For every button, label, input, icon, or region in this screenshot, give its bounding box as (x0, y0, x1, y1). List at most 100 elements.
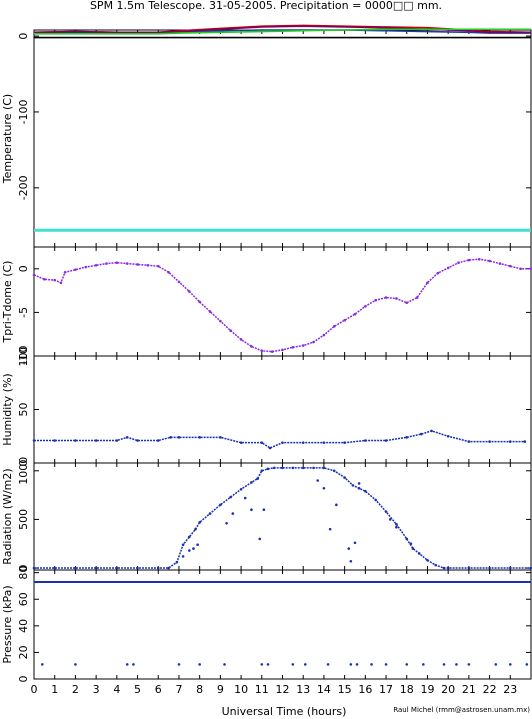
pressure-data-point (494, 663, 498, 666)
radiation-data-point (258, 537, 262, 541)
tdiff-data-point (270, 350, 274, 353)
radiation-data-point (53, 566, 57, 570)
pressure-data-point (74, 663, 77, 666)
x-tick-label: 14 (317, 683, 331, 696)
x-tick-label: 22 (483, 683, 497, 696)
humidity-data-point (446, 434, 450, 438)
radiation-data-point (364, 489, 367, 493)
tdiff-data-point (405, 301, 409, 305)
x-tick-label: 20 (441, 683, 455, 696)
radiation-data-point (188, 535, 191, 539)
pressure-data-point (370, 663, 373, 666)
tdiff-data-point (281, 348, 284, 352)
tdiff-data-point (167, 270, 170, 274)
temperature-series-line (34, 28, 531, 35)
radiation-data-point (488, 566, 491, 570)
tdiff-data-point (343, 318, 346, 322)
radiation-data-point (266, 467, 270, 471)
radiation-data-point (156, 566, 160, 570)
humidity-data-point (488, 440, 491, 443)
humidity-data-point (508, 440, 512, 443)
radiation-data-point (316, 479, 320, 482)
tdiff-ytick-label: -10 (17, 347, 30, 365)
radiation-data-point (167, 566, 170, 570)
radiation-data-point (229, 495, 233, 499)
humidity-panel-frame (33, 355, 532, 464)
x-tick-label: 3 (93, 683, 100, 696)
humidity-data-point (115, 439, 119, 442)
tdiff-data-point (312, 340, 315, 344)
tdiff-data-point (332, 325, 336, 328)
humidity-data-point (523, 440, 527, 443)
x-tick-label: 23 (503, 683, 517, 696)
radiation-data-point (74, 566, 77, 570)
x-tick-label: 19 (420, 683, 434, 696)
humidity-data-point (169, 436, 172, 439)
radiation-ytick-label: 0 (17, 565, 30, 572)
tdiff-data-point (436, 271, 440, 275)
tdiff-data-point (125, 262, 129, 265)
humidity-ytick-label: 100 (17, 346, 30, 367)
pressure-ytick-label: 0 (17, 676, 30, 683)
humidity-data-point (198, 436, 201, 439)
temperature-y-axis-label: Temperature (C) (1, 94, 14, 184)
tdiff-data-point (63, 270, 67, 274)
pressure-data-point (467, 663, 471, 666)
pressure-data-point (442, 663, 446, 666)
pressure-panel-frame (33, 569, 532, 680)
pressure-data-point (326, 663, 330, 666)
humidity-data-point (405, 436, 409, 439)
radiation-data-point (446, 566, 450, 570)
tdiff-data-point (353, 312, 357, 316)
x-tick-label: 6 (155, 683, 162, 696)
radiation-data-point (32, 566, 36, 570)
humidity-data-point (301, 441, 305, 444)
radiation-data-point (322, 466, 326, 470)
radiation-data-point (94, 566, 98, 570)
radiation-data-point (395, 525, 398, 529)
radiation-data-point (409, 542, 413, 546)
pressure-ytick-label: 20 (17, 645, 30, 659)
tdiff-data-point (529, 267, 532, 271)
x-tick-label: 11 (255, 683, 269, 696)
temperature-panel-frame (33, 29, 532, 248)
tdiff-data-point (395, 297, 398, 300)
tdiff-data-point (219, 319, 222, 323)
pressure-data-point (260, 663, 264, 666)
radiation-data-point (353, 541, 357, 545)
radiation-data-point (136, 566, 139, 570)
tdiff-data-point (74, 268, 77, 271)
radiation-data-point (374, 498, 377, 502)
tdiff-data-point (94, 264, 98, 267)
tdiff-data-point (291, 345, 295, 349)
humidity-data-point (322, 441, 326, 444)
tdiff-data-point (188, 290, 191, 293)
temperature-ytick-label: -200 (17, 175, 30, 200)
humidity-series-trace (34, 430, 525, 449)
radiation-data-point (243, 496, 247, 500)
pressure-ytick-label: 80 (17, 566, 30, 580)
radiation-data-point (181, 555, 185, 558)
humidity-data-point (219, 436, 222, 439)
radiation-data-point (426, 558, 429, 562)
pressure-ytick-label: 60 (17, 592, 30, 606)
radiation-data-point (411, 547, 415, 550)
radiation-data-point (349, 559, 353, 563)
temperature-ytick-label: 0 (17, 33, 30, 40)
radiation-data-point (508, 566, 512, 570)
tdiff-data-point (239, 338, 243, 341)
radiation-data-point (328, 527, 332, 531)
radiation-ytick-label: 500 (17, 509, 30, 530)
tdiff-data-point (53, 278, 57, 282)
tdiff-y-axis-label: Tpri-Tdome (C) (1, 261, 14, 344)
humidity-data-point (74, 439, 77, 442)
radiation-data-point (115, 566, 119, 570)
radiation-y-axis-label: Radiation (W/m2) (1, 468, 14, 564)
pressure-data-point (177, 663, 181, 666)
humidity-data-point (430, 429, 433, 433)
tdiff-data-point (426, 281, 429, 285)
tdiff-data-point (177, 280, 181, 284)
pressure-data-point (525, 663, 529, 666)
